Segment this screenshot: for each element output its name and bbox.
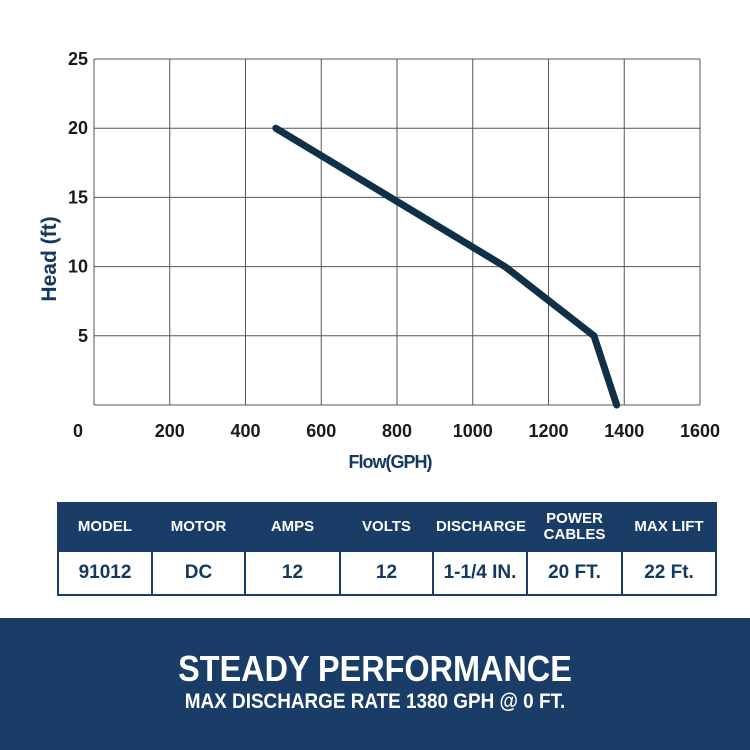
value-model: 91012 — [57, 550, 153, 596]
banner-subtitle: MAX DISCHARGE RATE 1380 GPH @ 0 FT. — [184, 690, 566, 713]
y-tick-label: 15 — [68, 187, 88, 207]
chart-series — [272, 124, 621, 409]
header-motor: MOTOR — [151, 502, 246, 552]
banner-title: STEADY PERFORMANCE — [178, 648, 572, 689]
value-amps: 12 — [244, 550, 341, 596]
x-tick-label: 800 — [382, 421, 412, 441]
header-amps: AMPS — [244, 502, 341, 552]
x-axis-title: Flow(GPH) — [349, 452, 433, 472]
header-max-lift: MAX LIFT — [621, 502, 717, 552]
header-discharge: DISCHARGE — [432, 502, 528, 552]
series-line — [272, 124, 621, 409]
header-power-cables: POWER CABLES — [526, 502, 623, 552]
x-tick-label: 1200 — [528, 421, 568, 441]
value-discharge: 1-1/4 IN. — [432, 550, 528, 596]
head-flow-chart: 0 200 400 600 800 1000 1200 1400 1600 5 10 15 20 25 F… — [38, 49, 720, 472]
spec-value-row: 91012 DC 12 12 1-1/4 IN. 20 FT. 22 Ft. — [57, 550, 717, 596]
x-tick-label: 1400 — [604, 421, 644, 441]
y-axis-title: Head (ft) — [38, 216, 61, 301]
chart-ticks: 0 200 400 600 800 1000 1200 1400 1600 5 10 15 20 25 — [68, 49, 720, 441]
value-volts: 12 — [339, 550, 434, 596]
x-tick-label: 0 — [73, 421, 83, 441]
x-tick-label: 600 — [306, 421, 336, 441]
value-motor: DC — [151, 550, 246, 596]
y-tick-label: 25 — [68, 49, 88, 69]
x-tick-label: 400 — [230, 421, 260, 441]
x-tick-label: 200 — [155, 421, 185, 441]
chart-grid — [93, 58, 701, 406]
spec-header-row: MODEL MOTOR AMPS VOLTS DISCHARGE POWER C… — [57, 502, 717, 552]
y-tick-label: 20 — [68, 118, 88, 138]
x-tick-label: 1600 — [680, 421, 720, 441]
x-tick-label: 1000 — [453, 421, 493, 441]
value-max-lift: 22 Ft. — [621, 550, 717, 596]
value-power-cables: 20 FT. — [526, 550, 623, 596]
header-volts: VOLTS — [339, 502, 434, 552]
header-model: MODEL — [57, 502, 153, 552]
spec-table: MODEL MOTOR AMPS VOLTS DISCHARGE POWER C… — [57, 502, 717, 596]
footer-banner: STEADY PERFORMANCE MAX DISCHARGE RATE 13… — [0, 618, 750, 750]
y-tick-label: 10 — [68, 257, 88, 277]
y-tick-label: 5 — [78, 326, 88, 346]
